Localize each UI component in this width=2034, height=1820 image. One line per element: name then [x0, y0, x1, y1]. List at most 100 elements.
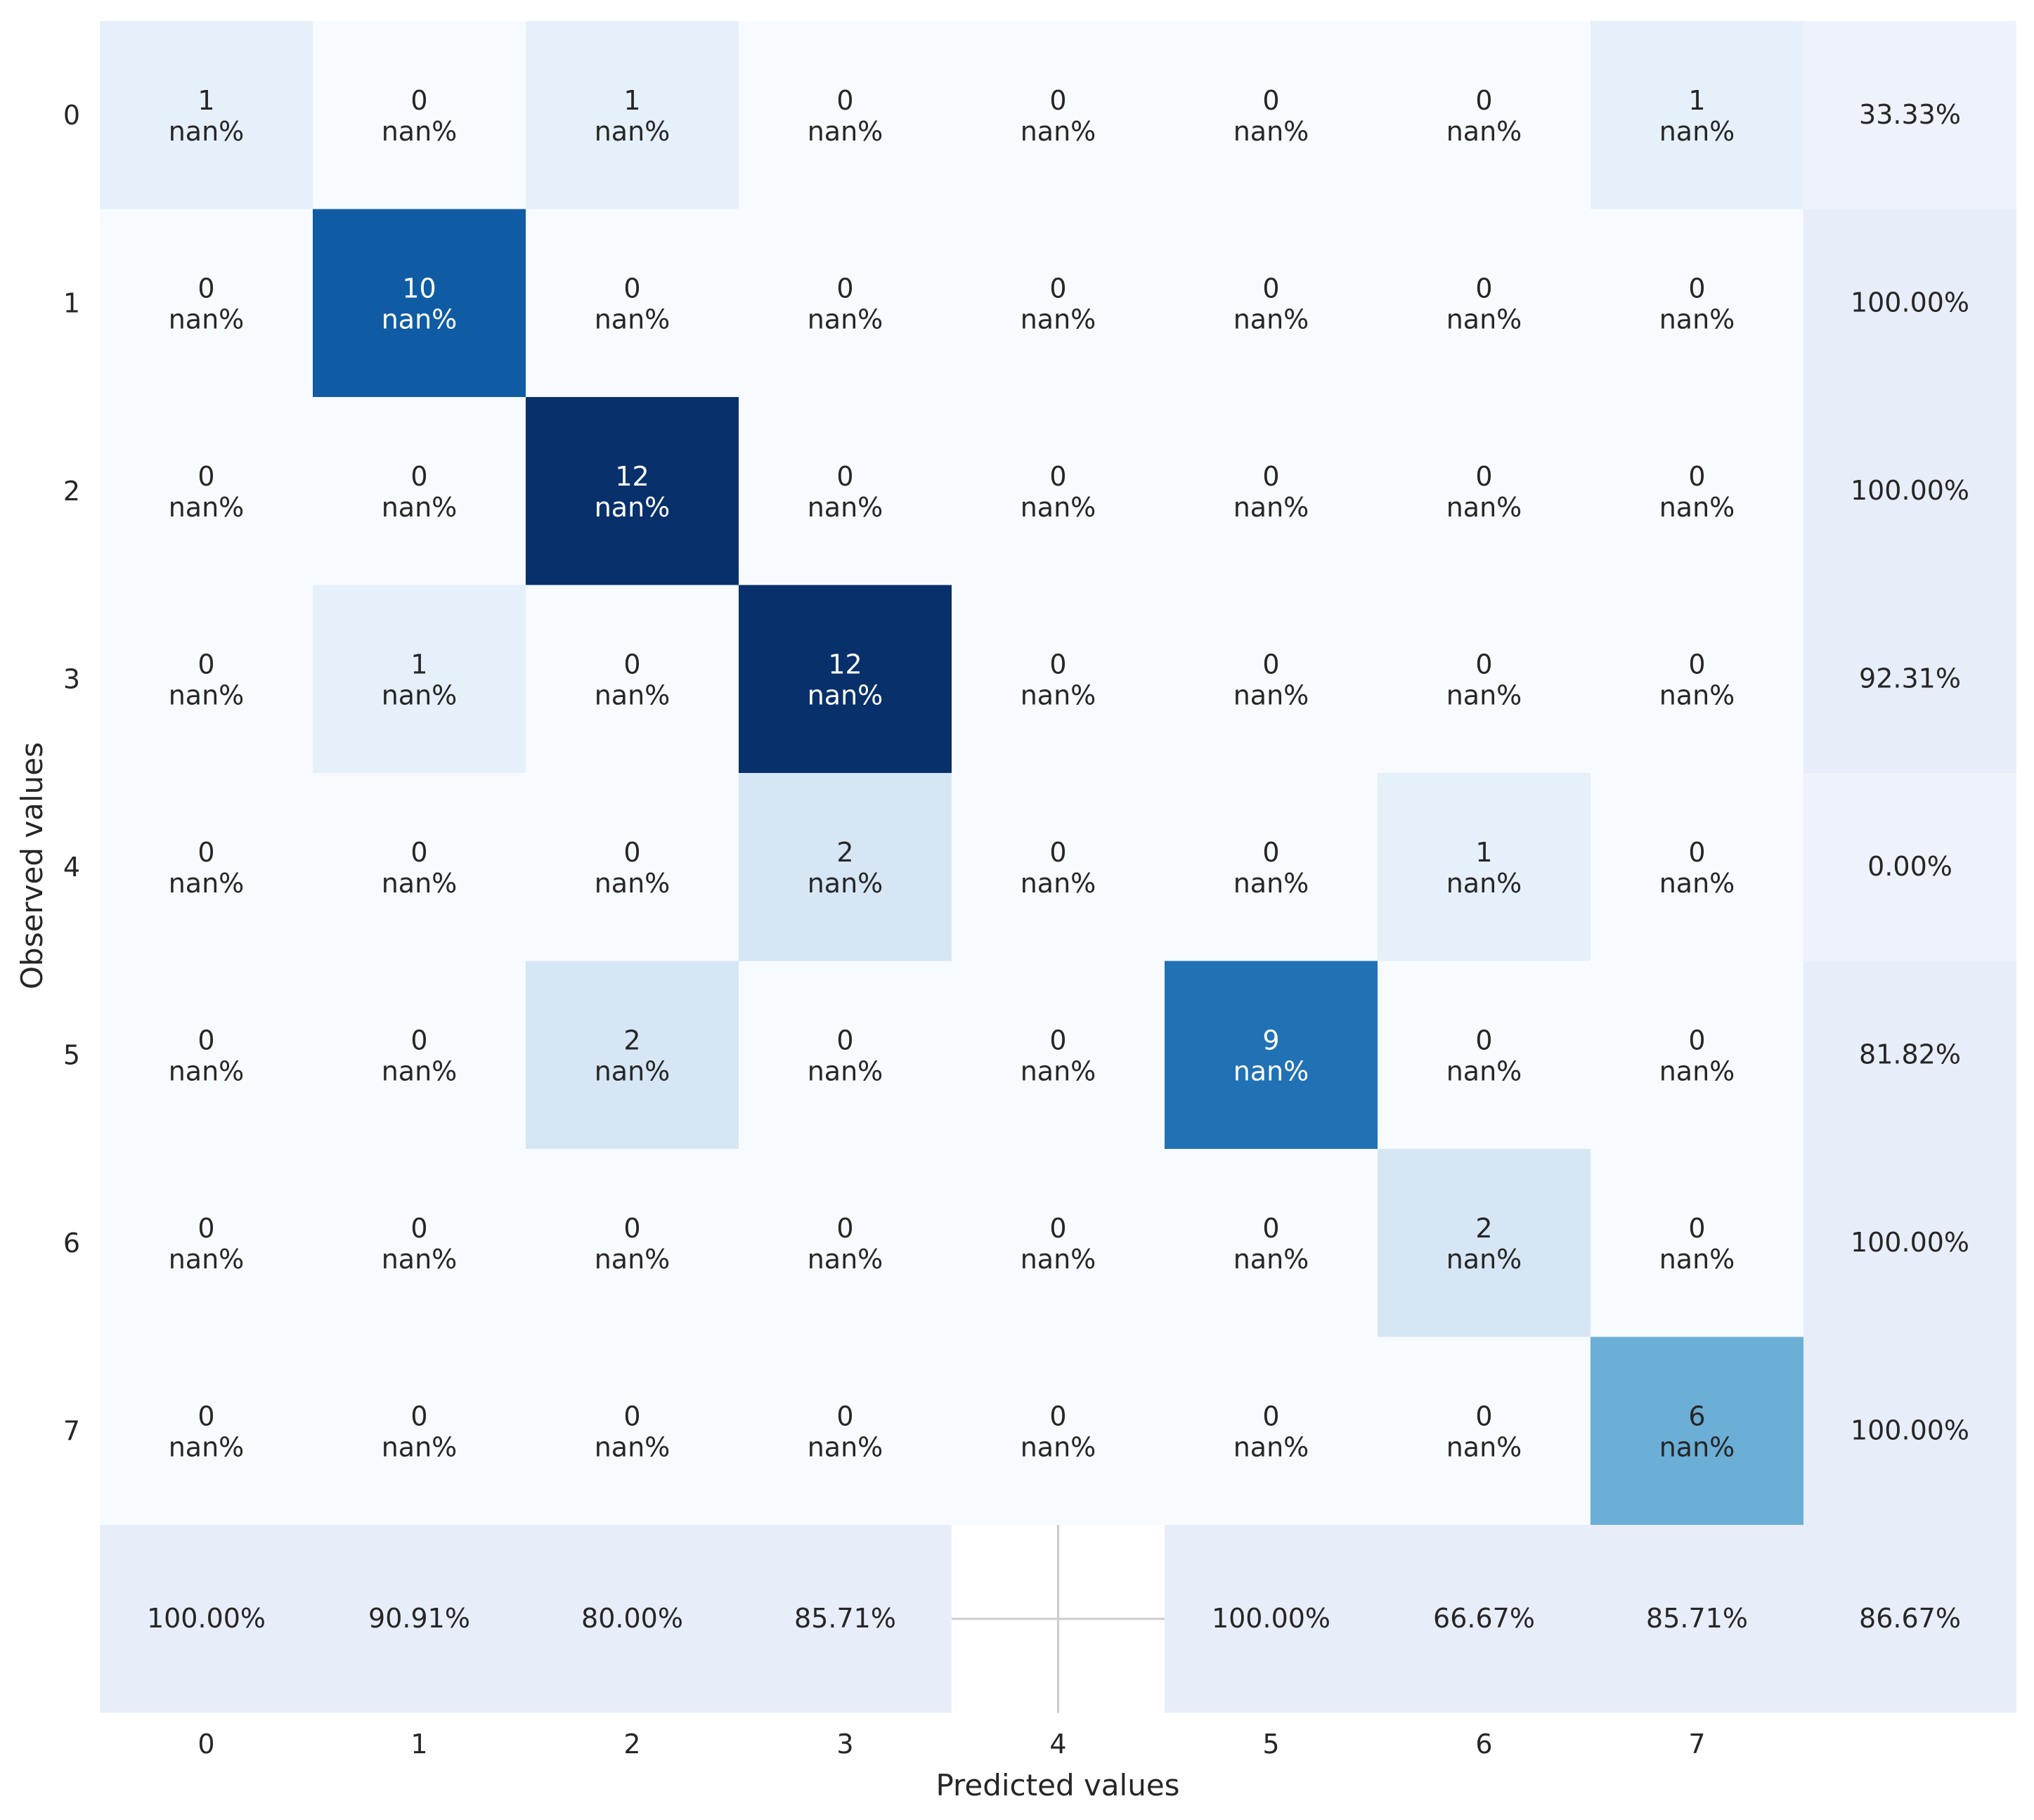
cell-percent-label: nan%	[808, 492, 883, 523]
cell-percent-label: nan%	[382, 868, 458, 899]
cell-percent-label: nan%	[1233, 116, 1309, 147]
cell-count-label: 0	[1262, 1400, 1279, 1431]
heatmap-cell	[952, 585, 1165, 774]
heatmap-cell	[313, 585, 526, 774]
cell-percent-label: nan%	[808, 1244, 883, 1275]
cell-count-label: 0	[836, 1213, 853, 1244]
cell-count-label: 6	[1688, 1400, 1705, 1431]
heatmap-cell	[100, 21, 313, 209]
cell-count-label: 0	[1262, 649, 1279, 680]
y-tick-label: 3	[63, 663, 80, 694]
heatmap-cell	[1591, 1149, 1804, 1337]
cell-percent-label: nan%	[1021, 1431, 1096, 1462]
cell-count-label: 0	[1262, 1213, 1279, 1244]
row-summary-label: 81.82%	[1859, 1039, 1961, 1070]
row-summary-label: 100.00%	[1851, 1227, 1969, 1258]
cell-percent-label: nan%	[595, 1431, 671, 1462]
cell-percent-label: nan%	[382, 492, 458, 523]
row-summary-cell	[1803, 961, 2016, 1150]
cell-count-label: 2	[1475, 1213, 1492, 1244]
cell-count-label: 0	[623, 1400, 640, 1431]
cell-percent-label: nan%	[169, 680, 245, 710]
col-summary-label: 66.67%	[1433, 1603, 1535, 1634]
col-summary-label: 90.91%	[368, 1603, 470, 1634]
cell-percent-label: nan%	[1659, 492, 1735, 523]
col-summary-label: 100.00%	[147, 1603, 266, 1634]
cell-count-label: 0	[1475, 461, 1492, 492]
row-summary-label: 92.31%	[1859, 663, 1961, 694]
heatmap-cell	[1378, 209, 1591, 398]
cell-percent-label: nan%	[1233, 868, 1309, 899]
cell-count-label: 0	[1475, 1400, 1492, 1431]
cell-percent-label: nan%	[1021, 492, 1096, 523]
cell-count-label: 0	[1475, 1025, 1492, 1055]
cell-count-label: 0	[836, 85, 853, 116]
x-tick-label: 5	[1262, 1729, 1279, 1760]
cell-count-label: 0	[623, 1213, 640, 1244]
col-summary-cell	[1378, 1525, 1591, 1713]
heatmap-cell	[952, 1337, 1165, 1526]
cell-count-label: 0	[1688, 649, 1705, 680]
heatmap-cell	[1165, 961, 1378, 1150]
cell-count-label: 0	[623, 837, 640, 868]
cell-count-label: 0	[1049, 1025, 1066, 1055]
cell-percent-label: nan%	[169, 1244, 245, 1275]
cell-percent-label: nan%	[169, 304, 245, 334]
heatmap-cell	[739, 585, 952, 774]
y-tick-label: 6	[63, 1228, 80, 1259]
x-axis-title: Predicted values	[935, 1768, 1179, 1802]
cell-percent-label: nan%	[1446, 1431, 1522, 1462]
heatmap-cell	[526, 961, 739, 1150]
col-summary-label: 85.71%	[794, 1603, 896, 1634]
cell-percent-label: nan%	[382, 1244, 458, 1275]
y-tick-label: 1	[63, 287, 80, 318]
col-summary-cell	[1591, 1525, 1804, 1713]
heatmap-cell	[739, 21, 952, 209]
heatmap-cell	[313, 209, 526, 398]
heatmap-cell	[1591, 773, 1804, 961]
heatmap-cell	[1378, 773, 1591, 961]
cell-count-label: 0	[1049, 1213, 1066, 1244]
x-tick-label: 6	[1475, 1729, 1492, 1760]
heatmap-cell	[100, 209, 313, 398]
heatmap-cell	[739, 961, 952, 1150]
heatmap-cell	[313, 397, 526, 585]
heatmap-cell	[1165, 1337, 1378, 1526]
cell-count-label: 12	[615, 461, 649, 492]
cell-count-label: 0	[197, 1400, 214, 1431]
heatmap-cell	[952, 961, 1165, 1150]
cell-percent-label: nan%	[382, 304, 458, 334]
cell-percent-label: nan%	[382, 1055, 458, 1086]
overall-accuracy-label: 86.67%	[1859, 1603, 1961, 1634]
row-summary-cell	[1803, 397, 2016, 585]
heatmap-cell	[952, 397, 1165, 585]
x-tick-label: 7	[1688, 1729, 1705, 1760]
heatmap-cell	[1378, 1149, 1591, 1337]
cell-count-label: 0	[836, 273, 853, 304]
row-summary-label: 0.00%	[1867, 851, 1952, 882]
heatmap-cell	[313, 21, 526, 209]
cell-count-label: 0	[836, 1400, 853, 1431]
cell-count-label: 0	[410, 837, 427, 868]
col-summary-cell	[313, 1525, 526, 1713]
cell-count-label: 0	[1262, 85, 1279, 116]
heatmap-cell	[1378, 397, 1591, 585]
cell-count-label: 0	[197, 1025, 214, 1055]
cell-percent-label: nan%	[382, 116, 458, 147]
heatmap-cell	[1591, 585, 1804, 774]
row-summary-label: 33.33%	[1859, 99, 1961, 130]
heatmap-cell	[313, 1337, 526, 1526]
heatmap-cell	[1378, 21, 1591, 209]
heatmap-cell	[739, 397, 952, 585]
heatmap-cell	[526, 1149, 739, 1337]
cell-count-label: 0	[1688, 461, 1705, 492]
y-tick-label: 2	[63, 476, 80, 507]
cell-percent-label: nan%	[382, 1431, 458, 1462]
row-summary-cell	[1803, 21, 2016, 209]
cell-percent-label: nan%	[1233, 1431, 1309, 1462]
heatmap-cell	[526, 397, 739, 585]
cell-count-label: 0	[410, 1213, 427, 1244]
cell-percent-label: nan%	[808, 868, 883, 899]
cell-percent-label: nan%	[808, 116, 883, 147]
